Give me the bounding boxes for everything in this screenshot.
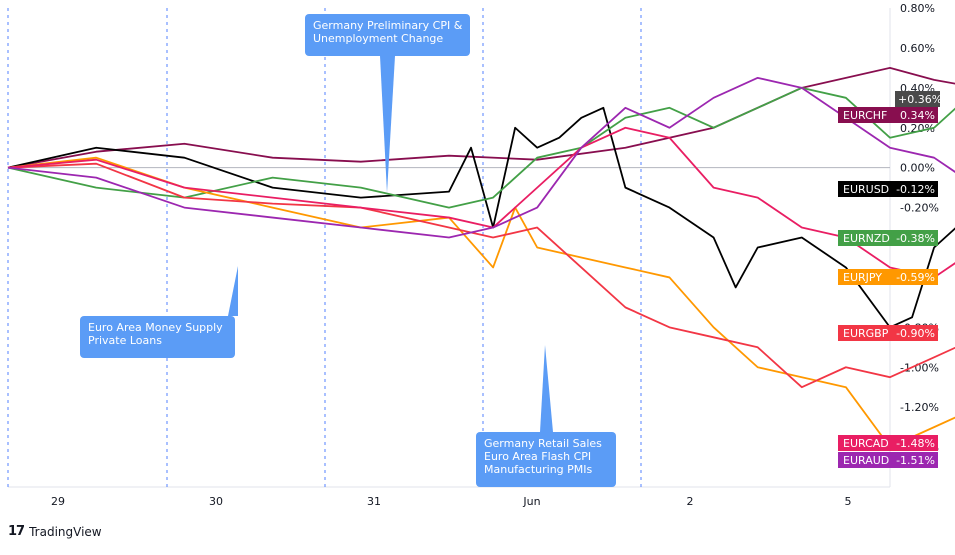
series-name-label: EURUSD [843, 183, 889, 196]
annotation-text: Private Loans [88, 334, 162, 347]
series-last-value: -1.48% [896, 437, 935, 450]
annotation-box [80, 316, 235, 358]
series-badge-eurgbp [838, 325, 938, 341]
series-badge-eurcad [838, 435, 938, 451]
series-line-eurnzd [7, 86, 955, 209]
series-badge-eurnzd [838, 230, 938, 246]
extra-value-badge [895, 91, 940, 107]
series-badge-eurusd [838, 181, 938, 197]
series-line-eurgbp [7, 162, 955, 389]
annotation-text: Euro Area Money Supply [88, 321, 223, 334]
series-last-value: -1.51% [896, 454, 935, 467]
annotation-text: Euro Area Flash CPI [484, 450, 591, 463]
annotation-pointer [228, 266, 238, 316]
extra-value-label: +0.36% [898, 93, 942, 106]
x-tick-label: Jun [522, 495, 540, 508]
series-line-eurusd [7, 106, 955, 329]
series-last-value: -0.12% [896, 183, 935, 196]
annotation-pointer [380, 56, 395, 193]
series-badge-eurjpy [838, 269, 938, 285]
x-tick-label: 29 [51, 495, 65, 508]
y-tick-label: 0.00% [900, 162, 935, 175]
y-tick-label: -0.20% [900, 202, 939, 215]
annotation-text: Unemployment Change [313, 32, 443, 45]
tradingview-logo-icon: 17 [8, 524, 25, 539]
annotation-text: Germany Retail Sales [484, 437, 602, 450]
x-tick-label: 31 [367, 495, 381, 508]
x-tick-label: 30 [209, 495, 223, 508]
y-tick-label: -1.00% [900, 361, 939, 374]
annotation-text: Manufacturing PMIs [484, 463, 593, 476]
series-name-label: EURCHF [843, 109, 887, 122]
annotation-box [305, 14, 470, 56]
series-line-eurchf [7, 66, 955, 169]
series-line-eurcad [7, 126, 955, 279]
y-tick-label: 0.60% [900, 42, 935, 55]
series-last-value: -0.90% [896, 327, 935, 340]
series-name-label: EURNZD [843, 232, 890, 245]
x-tick-label: 2 [687, 495, 694, 508]
tradingview-brand: 17 TradingView [8, 524, 102, 539]
annotation-text: Germany Preliminary CPI & [313, 19, 463, 32]
series-last-value: 0.34% [900, 109, 935, 122]
y-tick-label: -1.20% [900, 401, 939, 414]
event-annotation[interactable]: Germany Preliminary CPI &Unemployment Ch… [305, 14, 470, 193]
series-name-label: EURGBP [843, 327, 889, 340]
series-badge-eurchf [838, 107, 938, 123]
series-name-label: EURCAD [843, 437, 889, 450]
series-line-euraud [7, 76, 955, 239]
y-tick-label: 0.20% [900, 122, 935, 135]
annotation-pointer [540, 345, 553, 432]
series-name-label: EURJPY [843, 271, 882, 284]
x-tick-label: 5 [845, 495, 852, 508]
brand-label: TradingView [29, 524, 102, 539]
annotation-box [476, 432, 616, 487]
series-last-value: -0.38% [896, 232, 935, 245]
series-name-label: EURAUD [843, 454, 889, 467]
series-last-value: -0.59% [896, 271, 935, 284]
y-tick-label: 0.80% [900, 2, 935, 15]
series-badge-euraud [838, 452, 938, 468]
